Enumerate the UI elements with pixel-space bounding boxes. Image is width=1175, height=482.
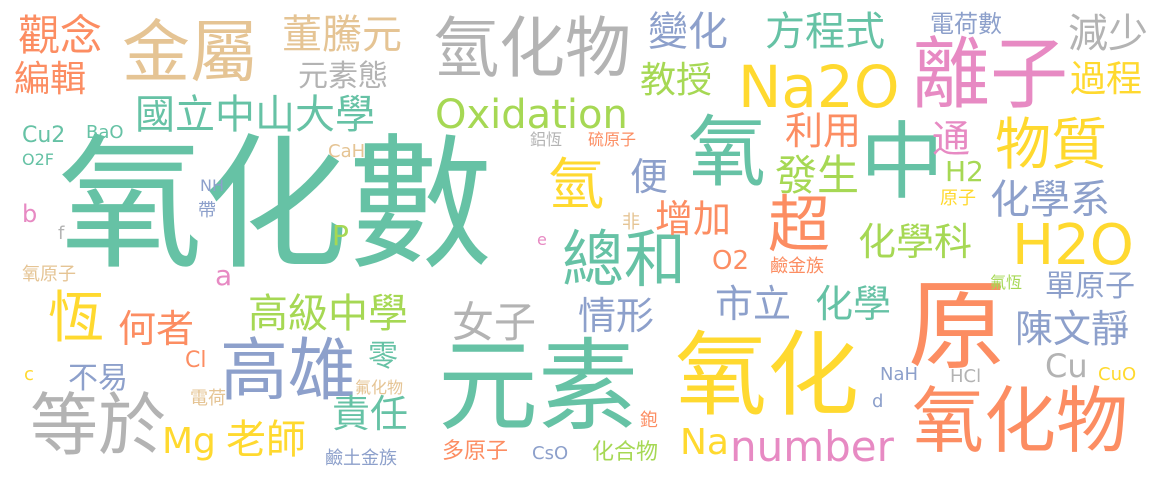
word: 多原子 bbox=[442, 439, 509, 464]
word: e bbox=[537, 230, 547, 249]
word: O2 bbox=[712, 246, 750, 276]
word: 氧 bbox=[688, 108, 767, 198]
word: NaH bbox=[880, 364, 919, 385]
word: d bbox=[872, 391, 884, 412]
word: 過程 bbox=[1070, 59, 1143, 100]
word: 氟化物 bbox=[355, 378, 404, 397]
word: c bbox=[24, 364, 34, 385]
word: CaH bbox=[328, 141, 366, 162]
word: 恆 bbox=[48, 286, 104, 351]
word: 硫原子 bbox=[588, 130, 637, 149]
word: BaO bbox=[86, 122, 124, 143]
word: 編輯 bbox=[14, 59, 87, 100]
word: 高級中學 bbox=[248, 291, 408, 337]
word: 等於 bbox=[30, 387, 167, 466]
word: 教授 bbox=[640, 60, 713, 101]
word: 增加 bbox=[655, 197, 732, 241]
word: Na2O bbox=[738, 53, 900, 121]
word: 氧化物 bbox=[912, 379, 1129, 463]
word: 國立中山大學 bbox=[135, 92, 375, 138]
word: 氟恆 bbox=[990, 273, 1023, 292]
word: 電荷數 bbox=[930, 10, 1002, 38]
word: 氧化 bbox=[675, 322, 860, 429]
word: 鹼金族 bbox=[770, 256, 824, 277]
word: Cl bbox=[185, 348, 207, 373]
word: 減少 bbox=[1068, 11, 1148, 57]
word: CsO bbox=[532, 443, 569, 464]
word: 變化 bbox=[648, 9, 728, 55]
word: 原 bbox=[908, 270, 1007, 384]
word: H2 bbox=[945, 155, 984, 188]
word: 責任 bbox=[332, 392, 409, 436]
word: 發生 bbox=[775, 151, 860, 200]
word: O2F bbox=[22, 150, 54, 169]
word: 觀念 bbox=[18, 11, 103, 60]
word: 氧化數 bbox=[58, 121, 493, 290]
word: H2O bbox=[1012, 213, 1134, 278]
word: 情形 bbox=[578, 294, 655, 338]
word: 單原子 bbox=[1045, 269, 1135, 304]
word: 化合物 bbox=[592, 440, 659, 465]
word: CuO bbox=[1098, 364, 1137, 385]
word: 電荷 bbox=[190, 388, 226, 409]
word: HCl bbox=[950, 366, 982, 387]
word: 鹼土金族 bbox=[325, 448, 397, 469]
word: 氫化物 bbox=[433, 10, 631, 87]
word: number bbox=[730, 422, 894, 471]
word: a bbox=[215, 259, 233, 292]
word: 中 bbox=[860, 113, 945, 211]
word: 原子 bbox=[940, 188, 976, 209]
word: 何者 bbox=[118, 307, 195, 351]
word: Mg bbox=[162, 421, 216, 462]
word: 董騰元 bbox=[282, 12, 402, 58]
word: NH bbox=[200, 176, 224, 195]
word: 帶 bbox=[195, 200, 216, 218]
word: 總和 bbox=[562, 223, 687, 296]
word: 不易 bbox=[68, 361, 128, 396]
word: 化學系 bbox=[990, 177, 1110, 223]
word: 元素態 bbox=[298, 59, 388, 94]
word: Cu bbox=[1045, 347, 1088, 385]
word: 市立 bbox=[715, 282, 792, 326]
word: 通 bbox=[932, 117, 971, 161]
word: 化學 bbox=[815, 282, 892, 326]
word: Cu2 bbox=[22, 123, 66, 148]
word: 鉋 bbox=[640, 410, 658, 431]
word: b bbox=[22, 200, 38, 228]
word: 非 bbox=[622, 212, 640, 233]
word: 化學科 bbox=[858, 220, 973, 264]
word: P bbox=[332, 219, 349, 252]
word: 陳文靜 bbox=[1015, 307, 1130, 351]
word: 離子 bbox=[912, 30, 1069, 120]
word: f bbox=[58, 223, 65, 244]
word: 鋁恆 bbox=[530, 130, 563, 149]
word: 便 bbox=[630, 155, 669, 199]
word: 女子 bbox=[452, 298, 537, 347]
word: 氧原子 bbox=[22, 264, 76, 285]
word: 超 bbox=[768, 188, 831, 261]
word: 金屬 bbox=[122, 14, 259, 93]
word: 老師 bbox=[226, 417, 306, 463]
word: Oxidation bbox=[435, 92, 628, 138]
word: 高雄 bbox=[220, 332, 357, 411]
word: 氫 bbox=[548, 153, 604, 218]
word: 零 bbox=[368, 339, 398, 374]
word: 元素 bbox=[438, 328, 638, 445]
word: 利用 bbox=[785, 109, 862, 153]
word: 方程式 bbox=[765, 9, 885, 55]
word: Na bbox=[680, 422, 729, 463]
word: 物質 bbox=[995, 113, 1107, 178]
